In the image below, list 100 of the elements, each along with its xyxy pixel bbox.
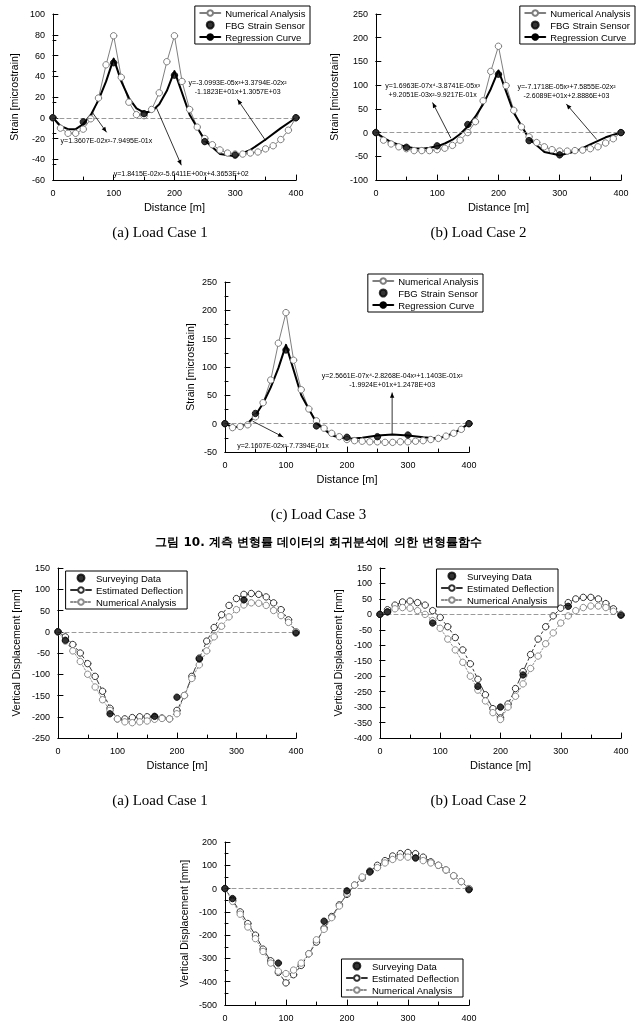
y-tick-label: 0: [211, 883, 217, 894]
text: (a) Load Case 1: [112, 791, 208, 809]
y-tick-label: -250: [353, 686, 372, 697]
x-tick-label: 200: [339, 1012, 355, 1023]
y-tick-label: -200: [198, 930, 217, 941]
y-tick-label: -200: [353, 671, 372, 682]
x-tick-label: 100: [429, 187, 445, 198]
legend-label: Numerical Analysis: [371, 984, 453, 996]
legend-label: Surveying Data: [371, 960, 438, 972]
y-tick-label: -50: [36, 648, 50, 658]
x-tick-label: 100: [109, 745, 126, 756]
x-tick-label: 0: [373, 187, 379, 198]
legend-label: Surveying Data: [466, 570, 533, 582]
y-tick-label: 100: [201, 362, 217, 372]
x-tick-label: 200: [490, 187, 506, 198]
x-axis-title: Distance [m]: [316, 473, 378, 486]
legend-label: Surveying Data: [96, 572, 162, 584]
legend-label: Regression Curve: [550, 31, 627, 43]
legend-label: Numerical Analysis: [225, 7, 306, 19]
x-tick-label: 100: [106, 187, 122, 198]
x-tick-label: 400: [613, 745, 629, 756]
y-tick-label: -300: [353, 702, 372, 713]
text: (c) Load Case 3: [270, 505, 367, 523]
x-tick-label: 0: [377, 745, 383, 756]
x-tick-label: 0: [222, 1012, 228, 1023]
x-tick-label: 0: [222, 459, 228, 470]
legend-label: FBG Strain Sensor: [225, 19, 305, 31]
y-tick-label: 100: [201, 860, 217, 871]
x-tick-label: 400: [461, 1012, 477, 1023]
y-tick-label: 50: [361, 593, 372, 604]
y-tick-label: -500: [198, 1000, 217, 1010]
y-tick-label: 150: [356, 563, 372, 573]
legend-label: Estimated Deflection: [96, 584, 184, 596]
x-tick-label: 200: [492, 745, 509, 756]
legend-label: FBG Strain Sensor: [550, 19, 630, 31]
y-tick-label: -40: [31, 154, 45, 165]
y-tick-label: 0: [366, 609, 372, 620]
x-tick-label: 0: [55, 745, 61, 756]
x-tick-label: 400: [461, 459, 477, 470]
x-tick-label: 300: [553, 745, 569, 756]
y-axis-title: Strain [microstrain]: [7, 53, 20, 141]
y-tick-label: -400: [198, 976, 217, 987]
legend-label: Numerical Analysis: [398, 275, 479, 287]
y-tick-label: -20: [31, 133, 45, 144]
y-tick-label: 200: [352, 32, 368, 43]
y-axis-title: Vertical Displacement [mm]: [331, 589, 344, 717]
x-tick-label: 200: [339, 459, 355, 470]
x-tick-label: 300: [400, 459, 416, 470]
x-axis-title: Distance [m]: [146, 759, 208, 772]
y-tick-label: 200: [201, 837, 217, 847]
y-tick-label: 50: [206, 390, 217, 401]
x-tick-label: 400: [613, 187, 629, 198]
y-tick-label: -350: [353, 717, 372, 728]
y-tick-label: -100: [198, 906, 217, 917]
y-tick-label: 100: [34, 584, 50, 595]
x-tick-label: 300: [227, 187, 243, 198]
text: (b) Load Case 2: [430, 791, 527, 809]
y-tick-label: 100: [29, 9, 45, 19]
y-tick-label: 150: [201, 333, 217, 344]
y-tick-label: -100: [353, 640, 372, 651]
y-tick-label: -60: [31, 175, 45, 185]
x-tick-label: 400: [288, 187, 304, 198]
x-tick-label: 300: [552, 187, 568, 198]
legend-label: Estimated Deflection: [371, 972, 459, 984]
legend-label: Numerical Analysis: [550, 7, 631, 19]
y-tick-label: 250: [201, 277, 217, 287]
y-tick-label: -300: [198, 953, 217, 964]
y-tick-label: 50: [39, 605, 50, 616]
legend-label: Numerical Analysis: [466, 594, 548, 606]
y-tick-label: 0: [362, 127, 368, 138]
x-tick-label: 100: [278, 459, 294, 470]
y-axis-title: Vertical Displacement [mm]: [9, 589, 22, 717]
legend-label: Estimated Deflection: [466, 582, 554, 594]
y-tick-label: -100: [31, 669, 50, 680]
y-tick-label: 250: [352, 9, 368, 19]
y-tick-label: 80: [34, 29, 45, 40]
x-tick-label: 300: [400, 1012, 416, 1023]
x-tick-label: 400: [288, 745, 304, 756]
x-axis-title: Distance [m]: [469, 759, 532, 772]
x-axis-title: Distance [m]: [467, 201, 530, 214]
y-tick-label: -100: [349, 175, 368, 185]
legend-label: Regression Curve: [225, 31, 302, 43]
y-tick-label: 150: [352, 56, 368, 67]
y-tick-label: -150: [353, 655, 372, 666]
text: (b) Load Case 2: [430, 223, 527, 241]
y-tick-label: 20: [34, 92, 45, 102]
x-tick-label: 200: [169, 745, 185, 756]
y-tick-label: 40: [34, 71, 45, 82]
legend-label: Numerical Analysis: [96, 596, 177, 608]
legend-label: FBG Strain Sensor: [398, 287, 478, 299]
caption: 그림 10. 계측 변형률 데이터의 회귀분석에 의한 변형률함수: [155, 535, 482, 549]
y-axis-title: Strain [microstrain]: [183, 323, 196, 411]
y-axis-title: Strain [microstrain]: [327, 53, 340, 141]
y-tick-label: -50: [203, 447, 217, 457]
y-tick-label: -250: [31, 733, 50, 743]
y-tick-label: 150: [34, 563, 50, 573]
y-tick-label: 100: [352, 80, 368, 91]
y-tick-label: -150: [31, 690, 50, 701]
y-tick-label: 0: [44, 626, 50, 637]
y-tick-label: 50: [357, 103, 368, 114]
